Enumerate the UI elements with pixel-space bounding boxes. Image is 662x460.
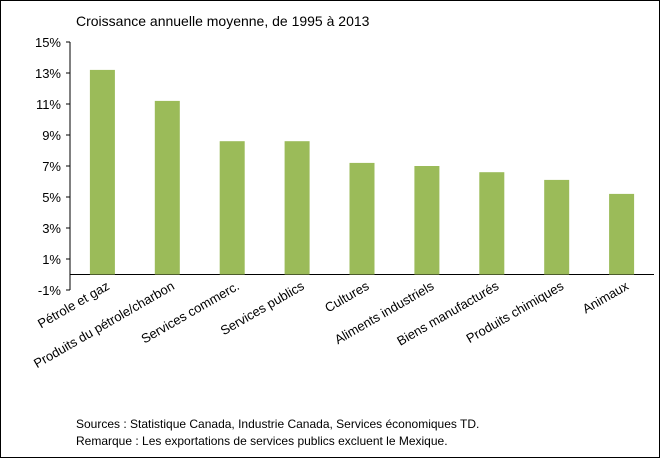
- remark-note: Remarque : Les exportations de services …: [76, 434, 448, 448]
- y-tick-label: 7%: [42, 159, 61, 174]
- bar-6: [414, 166, 440, 275]
- bar-5: [349, 162, 375, 275]
- bar-7: [479, 172, 505, 275]
- bar-1: [89, 69, 115, 275]
- y-tick-label: 11%: [36, 97, 61, 112]
- sources-note: Sources : Statistique Canada, Industrie …: [76, 417, 480, 431]
- bar-chart: 15%13%11%9%7%5%3%1%-1%Pétrole et gazProd…: [31, 35, 654, 371]
- y-tick-label: 9%: [42, 128, 61, 143]
- y-tick-label: 15%: [35, 35, 61, 50]
- bar-8: [544, 179, 570, 275]
- x-category-label: Cultures: [322, 278, 372, 315]
- y-tick-label: 5%: [42, 190, 61, 205]
- bar-3: [219, 141, 245, 275]
- bar-2: [154, 100, 180, 275]
- x-category-label: Animaux: [580, 278, 632, 317]
- y-tick-label: 1%: [42, 252, 61, 267]
- bar-4: [284, 141, 310, 275]
- chart-title: Croissance annuelle moyenne, de 1995 à 2…: [76, 13, 370, 29]
- y-tick-label: 3%: [42, 221, 61, 236]
- y-tick-label: 13%: [35, 66, 61, 81]
- y-tick-label: -1%: [38, 283, 62, 298]
- bar-9: [609, 193, 635, 275]
